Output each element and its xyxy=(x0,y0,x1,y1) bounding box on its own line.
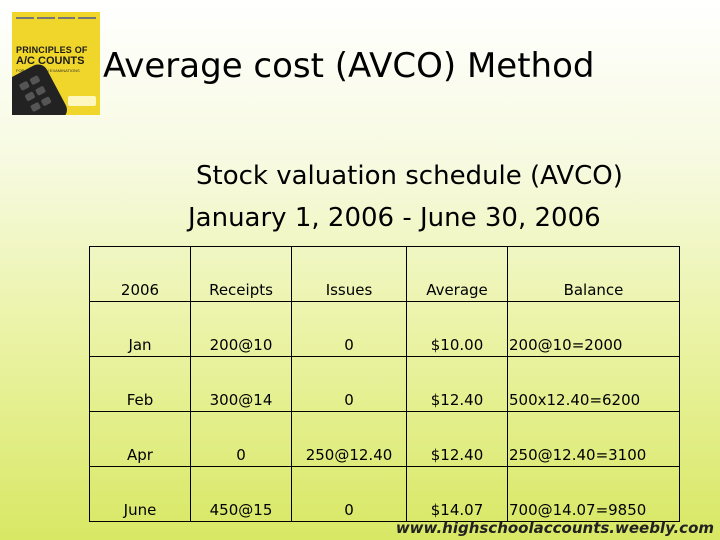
cell-issues: 0 xyxy=(291,466,407,522)
book-cover-image: PRINCIPLES OF A/C COUNTS FOR CARIBBEAN E… xyxy=(12,12,100,115)
table-row: Feb 300@14 0 $12.40 500x12.40=6200 xyxy=(89,356,680,412)
book-cover-title-line2: A/C COUNTS xyxy=(16,55,85,67)
cell-month: June xyxy=(89,466,191,522)
cell-balance: 700@14.07=9850 xyxy=(507,466,680,522)
cell-balance: 250@12.40=3100 xyxy=(507,411,680,467)
cell-average: $12.40 xyxy=(406,356,508,412)
cell-receipts: 0 xyxy=(190,411,292,467)
table-header-row: 2006 Receipts Issues Average Balance xyxy=(89,246,680,302)
website-url: www.highschoolaccounts.weebly.com xyxy=(395,519,714,537)
cell-balance: 500x12.40=6200 xyxy=(507,356,680,412)
schedule-title: Stock valuation schedule (AVCO) xyxy=(196,161,623,191)
cell-average: $12.40 xyxy=(406,411,508,467)
column-header-issues: Issues xyxy=(291,246,407,302)
cell-balance: 200@10=2000 xyxy=(507,301,680,357)
table-row: Apr 0 250@12.40 $12.40 250@12.40=3100 xyxy=(89,411,680,467)
cell-issues: 0 xyxy=(291,356,407,412)
column-header-average: Average xyxy=(406,246,508,302)
publisher-logo xyxy=(68,96,96,106)
stock-valuation-table: 2006 Receipts Issues Average Balance Jan… xyxy=(89,246,680,522)
cell-average: $10.00 xyxy=(406,301,508,357)
book-cover-title-line1: PRINCIPLES OF xyxy=(16,45,88,55)
column-header-balance: Balance xyxy=(507,246,680,302)
cell-month: Feb xyxy=(89,356,191,412)
cell-issues: 0 xyxy=(291,301,407,357)
table-row: Jan 200@10 0 $10.00 200@10=2000 xyxy=(89,301,680,357)
book-cover-header-strip xyxy=(16,15,96,21)
cell-receipts: 200@10 xyxy=(190,301,292,357)
slide-title: Average cost (AVCO) Method xyxy=(103,46,595,86)
cell-receipts: 300@14 xyxy=(190,356,292,412)
table-row: June 450@15 0 $14.07 700@14.07=9850 xyxy=(89,466,680,522)
column-header-receipts: Receipts xyxy=(190,246,292,302)
schedule-date-range: January 1, 2006 - June 30, 2006 xyxy=(188,203,601,233)
cell-issues: 250@12.40 xyxy=(291,411,407,467)
cell-average: $14.07 xyxy=(406,466,508,522)
column-header-period: 2006 xyxy=(89,246,191,302)
cell-month: Apr xyxy=(89,411,191,467)
cell-month: Jan xyxy=(89,301,191,357)
cell-receipts: 450@15 xyxy=(190,466,292,522)
